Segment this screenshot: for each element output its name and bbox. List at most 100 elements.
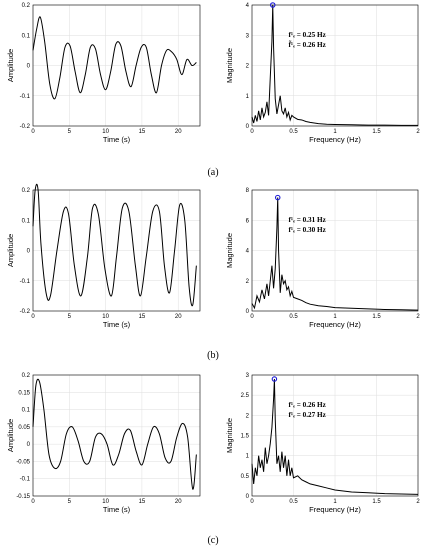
x-tick-label: 20 [175,499,182,505]
chart-panel-b-freq: 0 0.5 1 1.5 2 0 2 4 6 8 f¹ₑ = 0.31 Hz f¹ₑ = 0.30 Hz… [225,188,420,329]
series-line [251,4,418,126]
x-tick-label: 10 [102,499,109,505]
series-line [32,16,197,100]
x-tick-label: 1.5 [372,129,381,135]
y-axis-label: Amplitude [6,234,15,267]
x-tick-label: 2 [416,499,420,505]
y-tick-label: 3 [246,373,250,379]
y-tick-label: -0.1 [20,94,31,100]
y-tick-label: 0.2 [22,373,31,379]
y-tick-label: 2.5 [241,393,250,399]
x-axis-label: Time (s) [103,320,131,329]
y-axis-label: Magnitude [225,233,234,268]
series-line [32,183,197,307]
x-axis-label: Frequency (Hz) [309,320,361,329]
x-tick-label: 20 [175,129,182,135]
y-tick-label: 0 [246,124,250,130]
y-tick-label: 0.2 [22,3,31,9]
y-tick-label: 0.5 [241,474,250,480]
y-tick-label: 0 [246,309,250,315]
x-tick-label: 15 [139,129,146,135]
caption-a: (a) [207,167,218,178]
plot-frame [32,189,201,312]
x-tick-label: 1 [333,129,337,135]
caption-c: (c) [207,535,218,546]
peak-annotation: f¹ₑ = 0.26 Hz [289,401,327,409]
peak-marker [274,194,281,201]
x-tick-label: 5 [68,129,72,135]
plot-frame [32,4,201,127]
y-tick-label: 2 [246,64,250,70]
x-tick-label: 1.5 [372,499,381,505]
x-tick-label: 0.5 [289,129,298,135]
x-tick-label: 10 [102,314,109,320]
peak-marker [271,376,278,382]
x-tick-label: 1.5 [372,314,381,320]
x-tick-label: 10 [102,129,109,135]
y-axis-label: Amplitude [6,49,15,82]
y-tick-label: -0.1 [20,477,31,483]
x-tick-label: 0 [31,129,35,135]
chart-panel-a-time: 0 5 10 15 20 -0.2 -0.1 0 0.1 0.2 Time (s) Amplitude [6,3,201,144]
x-tick-label: 2 [416,314,420,320]
plot-frame [251,374,419,497]
x-tick-label: 0 [250,314,254,320]
y-tick-label: 0.2 [22,188,31,194]
y-tick-label: 0.05 [18,425,30,431]
x-tick-label: 0 [31,499,35,505]
x-tick-label: 0 [250,129,254,135]
x-tick-label: 0 [250,499,254,505]
series-line [251,379,419,495]
x-tick-label: 15 [139,499,146,505]
x-tick-label: 15 [139,314,146,320]
x-tick-label: 2 [416,129,420,135]
x-tick-label: 1 [333,499,337,505]
x-axis-label: Time (s) [103,135,131,144]
x-tick-label: 1 [333,314,337,320]
y-tick-label: 2 [246,413,250,419]
y-tick-label: -0.05 [16,459,30,465]
x-axis-label: Frequency (Hz) [309,505,361,514]
x-axis-label: Time (s) [103,505,131,514]
peak-annotation: f¹ₑ = 0.31 Hz [289,216,327,224]
y-tick-label: 4 [246,3,250,9]
y-axis-label: Amplitude [6,419,15,452]
y-tick-label: 3 [246,33,250,39]
plot-frame [251,4,419,127]
y-tick-label: 0 [246,494,250,500]
y-tick-label: -0.2 [20,309,31,315]
y-tick-label: -0.15 [16,494,30,500]
y-tick-label: 1.5 [241,434,250,440]
x-tick-label: 0 [31,314,35,320]
x-tick-label: 0.5 [289,499,298,505]
chart-panel-c-time: 0 5 10 15 20 -0.15 -0.1 -0.05 0 0.05 0.1 0.15 0.2 Tim… [6,373,201,514]
plot-frame [251,189,419,312]
y-tick-label: 1 [246,454,250,460]
y-tick-label: 8 [246,188,250,194]
x-axis-label: Frequency (Hz) [309,135,361,144]
y-axis-label: Magnitude [225,418,234,453]
y-tick-label: -0.2 [20,124,31,130]
y-tick-label: 0.1 [22,408,31,414]
y-tick-label: 0.1 [22,218,31,224]
y-tick-label: 0 [27,249,31,255]
chart-panel-c-freq: 0 0.5 1 1.5 2 0 0.5 1 1.5 2 2.5 3 f¹ₑ = 0.26 Hz f¹ₑ =… [225,373,420,514]
caption-b: (b) [207,350,219,361]
y-tick-label: 0.15 [18,390,30,396]
series-line [32,378,197,490]
y-tick-label: 6 [246,218,250,224]
x-tick-label: 5 [68,314,72,320]
series-line [251,197,419,311]
y-tick-label: 0 [27,64,31,70]
plot-frame [32,374,201,497]
y-tick-label: 2 [246,279,250,285]
peak-annotation: f̃¹ₑ = 0.26 Hz [289,39,327,49]
y-tick-label: 0.1 [22,33,31,39]
x-tick-label: 20 [175,314,182,320]
peak-annotation: f¹ₑ = 0.30 Hz [289,226,327,234]
y-tick-label: 0 [27,442,31,448]
x-tick-label: 5 [68,499,72,505]
y-tick-label: -0.1 [20,279,31,285]
peak-annotation: f¹ₑ = 0.27 Hz [289,411,327,419]
